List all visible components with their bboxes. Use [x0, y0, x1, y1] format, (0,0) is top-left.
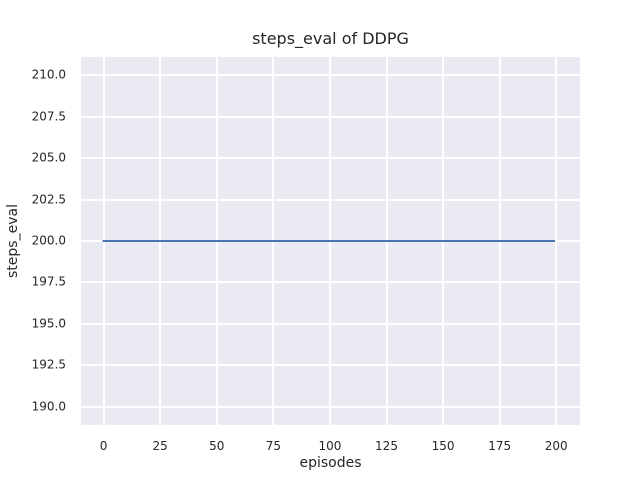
y-gridline	[81, 115, 580, 118]
y-gridline	[81, 281, 580, 284]
y-gridline	[81, 74, 580, 77]
y-tick-label: 205.0	[31, 150, 66, 165]
y-tick-label: 190.0	[31, 399, 66, 414]
y-gridline	[81, 405, 580, 408]
x-axis-label: episodes	[299, 455, 362, 471]
chart-title: steps_eval of DDPG	[252, 29, 409, 48]
x-tick-label: 200	[544, 439, 568, 453]
y-tick-label: 210.0	[31, 67, 66, 82]
y-gridline	[81, 364, 580, 367]
x-tick-label: 25	[152, 439, 168, 453]
y-gridline	[81, 157, 580, 160]
y-tick-label: 202.5	[31, 192, 66, 207]
x-tick-label: 125	[375, 439, 398, 453]
y-gridline	[81, 198, 580, 201]
x-tick-label: 150	[431, 439, 455, 453]
x-tick-label: 50	[209, 439, 225, 453]
y-tick-label: 200.0	[31, 233, 66, 248]
y-gridline	[81, 322, 580, 325]
y-tick-label: 192.5	[31, 357, 66, 372]
y-tick-label: 195.0	[31, 316, 66, 331]
x-tick-label: 100	[318, 439, 342, 453]
line-plot	[102, 240, 555, 242]
plot-area	[81, 57, 580, 425]
y-tick-label: 197.5	[31, 274, 66, 289]
x-tick-label: 75	[265, 439, 282, 453]
x-tick-label: 175	[488, 439, 512, 453]
y-tick-label: 207.5	[31, 109, 66, 124]
x-tick-label: 0	[99, 439, 108, 453]
